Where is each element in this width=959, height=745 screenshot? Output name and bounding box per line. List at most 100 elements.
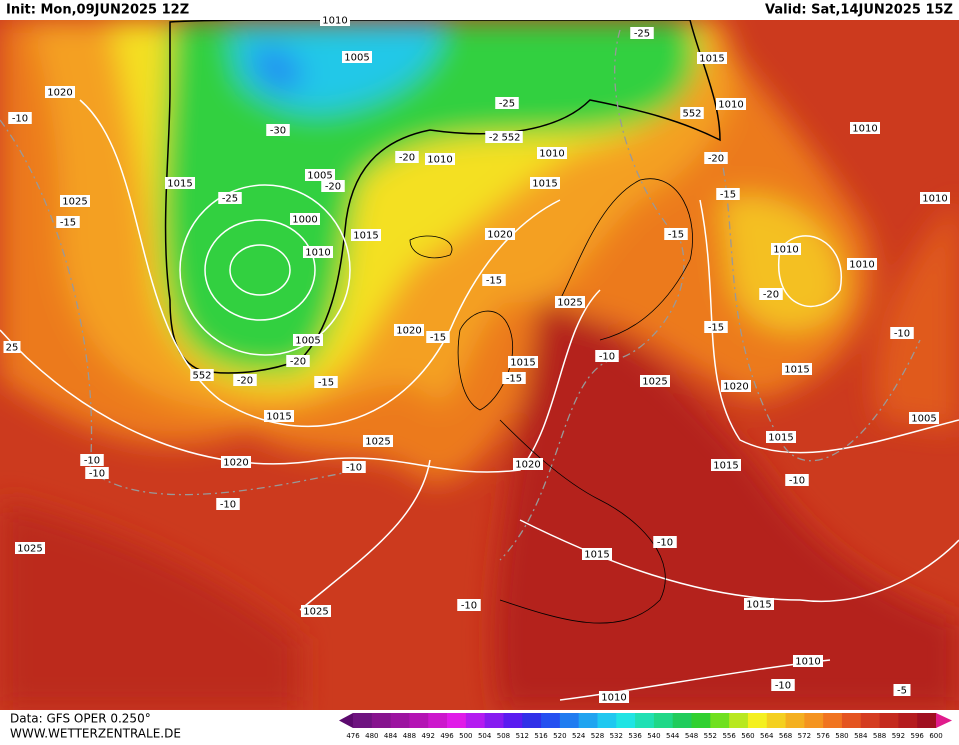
scale-label: 568 xyxy=(779,732,792,740)
pressure-label-box xyxy=(485,228,515,240)
height-label: 552 xyxy=(682,109,701,120)
pressure-label-box xyxy=(351,229,381,241)
pressure-label-box xyxy=(293,334,323,346)
temperature-label: -25 xyxy=(634,29,650,40)
temperature-label-box xyxy=(785,474,809,486)
pressure-label: 1020 xyxy=(723,382,748,393)
pressure-label: 1025 xyxy=(365,437,390,448)
scale-label: 588 xyxy=(873,732,886,740)
scale-swatch xyxy=(635,713,655,728)
scale-arrow-right xyxy=(936,713,952,728)
temperature-label: -10 xyxy=(346,463,362,474)
scale-swatch xyxy=(541,713,561,728)
pressure-label-box xyxy=(582,548,612,560)
height-label: 552 xyxy=(192,371,211,382)
temperature-label-box xyxy=(342,461,366,473)
pressure-label-box xyxy=(640,375,670,387)
pressure-label: 1015 xyxy=(746,600,771,611)
scale-label: 548 xyxy=(685,732,698,740)
scale-label: 500 xyxy=(459,732,472,740)
scale-swatch xyxy=(616,713,636,728)
scale-label: 492 xyxy=(422,732,435,740)
scale-swatch xyxy=(428,713,448,728)
scale-swatch xyxy=(879,713,899,728)
pressure-label-box xyxy=(363,435,393,447)
pressure-label: 1010 xyxy=(427,155,452,166)
temperature-label: -10 xyxy=(89,469,105,480)
pressure-label: 1010 xyxy=(922,194,947,205)
temperature-label: -15 xyxy=(486,276,502,287)
pressure-label: 1010 xyxy=(849,260,874,271)
pressure-label: 1025 xyxy=(62,197,87,208)
pressure-label-box xyxy=(847,258,877,270)
temperature-label: -15 xyxy=(60,218,76,229)
map-labels: 1010 1005 1020 1015 1010 1010 1010 1010 1015 1005… xyxy=(3,14,950,704)
scale-label: 556 xyxy=(722,732,736,740)
pressure-label-box xyxy=(303,246,333,258)
temperature-label-box xyxy=(286,355,310,367)
pressure-label-box xyxy=(744,598,774,610)
scale-swatch xyxy=(653,713,674,728)
pressure-label: 1005 xyxy=(307,171,332,182)
temperature-label: -20 xyxy=(489,133,505,144)
temperature-label-box xyxy=(395,151,419,163)
pressure-label: 1005 xyxy=(295,336,320,347)
scale-label: 552 xyxy=(704,732,717,740)
pressure-label-box xyxy=(513,458,543,470)
temperature-label: -15 xyxy=(720,190,736,201)
temperature-label-box xyxy=(216,498,240,510)
temperature-label-box xyxy=(314,376,338,388)
contour-552 xyxy=(164,20,721,374)
scale-label: 572 xyxy=(798,732,811,740)
pressure-label-box xyxy=(394,324,424,336)
pressure-label-box xyxy=(766,431,796,443)
temperature-label: -10 xyxy=(84,456,100,467)
temperature-label-box xyxy=(3,341,21,353)
pressure-label-box xyxy=(721,380,751,392)
scale-label: 536 xyxy=(628,732,642,740)
scale-swatch xyxy=(390,713,410,728)
temperature-label: -20 xyxy=(708,154,724,165)
scale-label: 580 xyxy=(835,732,848,740)
pressure-label-box xyxy=(716,98,746,110)
scale-label: 516 xyxy=(534,732,548,740)
scale-swatch xyxy=(559,713,580,728)
pressure-label: 1015 xyxy=(584,550,609,561)
pressure-label: 1015 xyxy=(353,231,378,242)
height-label-box xyxy=(499,131,523,143)
temperature-label: -15 xyxy=(668,230,684,241)
temperature-label: -20 xyxy=(325,182,341,193)
temperature-label-box xyxy=(595,350,619,362)
pressure-label-box xyxy=(771,243,801,255)
pressure-label-box xyxy=(920,192,950,204)
pressure-label: 1020 xyxy=(47,88,72,99)
temperature-label: -30 xyxy=(270,126,286,137)
temperature-label-box xyxy=(653,536,677,548)
scale-swatch xyxy=(503,713,523,728)
pressure-label-box xyxy=(264,410,294,422)
temperature-label-box xyxy=(80,454,104,466)
pressure-label: 1015 xyxy=(699,54,724,65)
pressure-label-box xyxy=(60,195,90,207)
pressure-label: 1020 xyxy=(487,230,512,241)
scale-swatch xyxy=(353,713,373,728)
scale-swatch xyxy=(371,713,392,728)
scale-swatch xyxy=(672,713,693,728)
pressure-label: 1010 xyxy=(718,100,743,111)
scale-swatch xyxy=(597,713,617,728)
pressure-label-box xyxy=(850,122,880,134)
pressure-label: 1010 xyxy=(322,16,347,27)
pressure-label: 1015 xyxy=(266,412,291,423)
temperature-label: -10 xyxy=(894,329,910,340)
pressure-label-box xyxy=(342,51,372,63)
scale-swatch xyxy=(804,713,824,728)
temperature-label-box xyxy=(893,684,911,696)
pressure-label: 1025 xyxy=(303,607,328,618)
temperature-label-box xyxy=(704,152,728,164)
scale-label: 528 xyxy=(591,732,604,740)
pressure-label-box xyxy=(508,356,538,368)
temperature-label-box xyxy=(890,327,914,339)
data-source: Data: GFS OPER 0.250° xyxy=(10,712,151,726)
pressure-label: 1025 xyxy=(17,544,42,555)
